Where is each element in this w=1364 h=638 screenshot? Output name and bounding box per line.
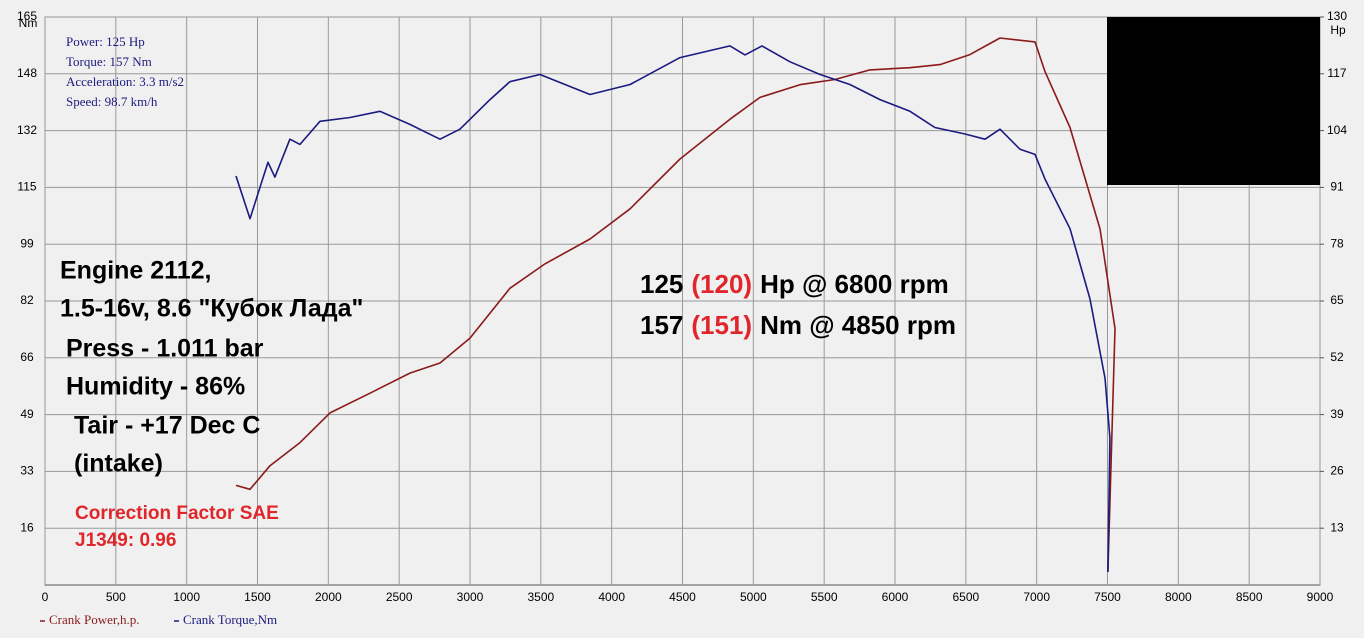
info-line: Acceleration: 3.3 m/s2 — [66, 74, 184, 89]
y-tick-label: 165 — [17, 9, 37, 23]
y-tick-label: 16 — [20, 520, 34, 534]
series-line — [235, 37, 1116, 572]
y-tick-label: 148 — [17, 66, 37, 80]
black-panel — [1107, 17, 1320, 185]
y-tick-label: 99 — [20, 236, 34, 250]
legend-label: Crank Torque,Nm — [183, 612, 277, 627]
x-tick-label: 6500 — [952, 590, 979, 604]
result-line: 125 (120) Hp @ 6800 rpm — [640, 269, 949, 299]
x-tick-label: 0 — [42, 590, 49, 604]
y2-tick-label: 13 — [1330, 520, 1344, 534]
spec-line: (intake) — [74, 450, 163, 478]
y2-tick-label: 26 — [1330, 464, 1344, 478]
result-corrected: (151) — [691, 310, 752, 340]
y-unit: Nm — [19, 16, 38, 30]
y-tick-label: 82 — [20, 293, 34, 307]
spec-line: Humidity - 86% — [66, 373, 245, 401]
x-tick-label: 500 — [106, 590, 126, 604]
spec-line: Engine 2112, — [60, 257, 211, 285]
y-tick-label: 132 — [17, 123, 37, 137]
result-rest: Nm @ 4850 rpm — [760, 310, 956, 340]
spec-line: Press - 1.011 bar — [66, 335, 264, 363]
x-tick-label: 5000 — [740, 590, 767, 604]
correction-line: Correction Factor SAE — [75, 503, 279, 524]
x-tick-label: 8500 — [1236, 590, 1263, 604]
y2-tick-label: 39 — [1330, 407, 1344, 421]
x-tick-label: 5500 — [811, 590, 838, 604]
x-tick-label: 1000 — [173, 590, 200, 604]
y-tick-label: 49 — [20, 407, 34, 421]
result-corrected: (120) — [691, 269, 752, 299]
y2-tick-label: 104 — [1327, 123, 1347, 137]
y2-tick-label: 65 — [1330, 293, 1344, 307]
x-tick-label: 4000 — [598, 590, 625, 604]
x-tick-label: 2500 — [386, 590, 413, 604]
legend-label: Crank Power,h.p. — [49, 612, 139, 627]
y2-tick-label: 78 — [1330, 236, 1344, 250]
y-tick-label: 66 — [20, 350, 34, 364]
x-tick-label: 7000 — [1023, 590, 1050, 604]
y-tick-label: 115 — [17, 180, 36, 194]
result-value: 125 — [640, 269, 683, 299]
y2-tick-label: 130 — [1327, 9, 1347, 23]
result-rest: Hp @ 6800 rpm — [760, 269, 949, 299]
series-line — [235, 45, 1111, 572]
y2-tick-label: 117 — [1327, 66, 1346, 80]
spec-line: Tair - +17 Dec C — [74, 412, 260, 440]
x-tick-label: 6000 — [882, 590, 909, 604]
info-line: Speed: 98.7 km/h — [66, 94, 158, 109]
correction-line: J1349: 0.96 — [75, 530, 176, 551]
y2-unit: Hp — [1330, 23, 1346, 37]
result-line: 157 (151) Nm @ 4850 rpm — [640, 310, 956, 340]
y2-tick-label: 91 — [1330, 180, 1344, 194]
x-tick-label: 9000 — [1307, 590, 1334, 604]
x-tick-label: 3000 — [457, 590, 484, 604]
y-tick-label: 33 — [20, 464, 34, 478]
spec-line: 1.5-16v, 8.6 "Кубок Лада" — [60, 295, 363, 323]
x-tick-label: 4500 — [669, 590, 696, 604]
x-tick-label: 1500 — [244, 590, 271, 604]
x-tick-label: 8000 — [1165, 590, 1192, 604]
y2-tick-label: 52 — [1330, 350, 1344, 364]
x-tick-label: 2000 — [315, 590, 342, 604]
info-line: Power: 125 Hp — [66, 34, 145, 49]
result-value: 157 — [640, 310, 683, 340]
x-tick-label: 7500 — [1094, 590, 1121, 604]
x-tick-label: 3500 — [527, 590, 554, 604]
info-line: Torque: 157 Nm — [66, 54, 152, 69]
